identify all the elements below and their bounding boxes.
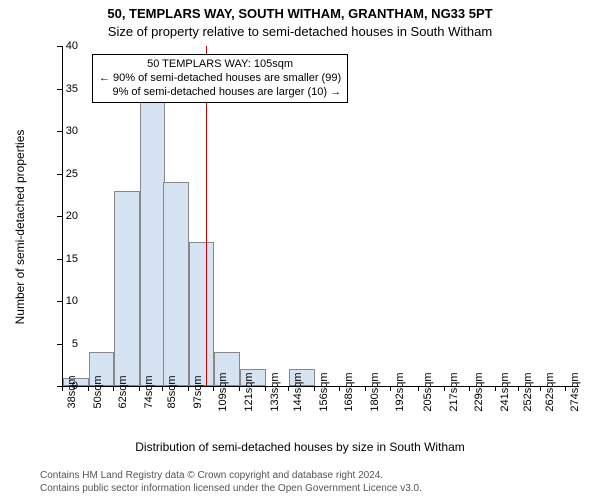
y-tick-mark [57,174,62,175]
x-tick-mark [495,386,496,391]
y-tick-mark [57,301,62,302]
x-tick-mark [469,386,470,391]
x-tick-mark [390,386,391,391]
x-tick-label: 252sqm [522,372,534,411]
attribution-line-2: Contains public sector information licen… [40,483,580,496]
y-tick-mark [57,259,62,260]
histogram-bar [114,191,140,387]
x-tick-label: 144sqm [292,372,304,411]
x-tick-label: 229sqm [473,372,485,411]
x-tick-label: 109sqm [217,372,229,411]
x-tick-mark [188,386,189,391]
y-tick-label: 15 [66,253,78,265]
x-tick-label: 97sqm [192,375,204,408]
x-tick-label: 50sqm [92,375,104,408]
y-tick-label: 35 [66,83,78,95]
x-tick-label: 217sqm [448,372,460,411]
chart-title-line1: 50, TEMPLARS WAY, SOUTH WITHAM, GRANTHAM… [0,6,600,21]
y-tick-mark [57,46,62,47]
x-tick-label: 168sqm [343,372,355,411]
x-tick-label: 62sqm [117,375,129,408]
attribution-line-1: Contains HM Land Registry data © Crown c… [40,470,580,483]
x-tick-mark [314,386,315,391]
x-tick-mark [518,386,519,391]
x-tick-mark [139,386,140,391]
x-tick-label: 262sqm [544,372,556,411]
chart-title-line2: Size of property relative to semi-detach… [0,24,600,39]
x-tick-mark [339,386,340,391]
x-tick-label: 38sqm [66,375,78,408]
y-tick-mark [57,131,62,132]
x-tick-mark [265,386,266,391]
x-tick-mark [444,386,445,391]
y-tick-label: 40 [66,40,78,52]
annotation-line-3: 9% of semi-detached houses are larger (1… [99,86,341,100]
x-axis-label: Distribution of semi-detached houses by … [0,440,600,454]
x-tick-label: 121sqm [243,372,255,411]
x-tick-mark [239,386,240,391]
y-axis-label: Number of semi-detached properties [13,87,27,367]
x-tick-label: 192sqm [394,372,406,411]
attribution: Contains HM Land Registry data © Crown c… [40,470,580,495]
x-tick-mark [88,386,89,391]
histogram-bar [163,182,189,386]
y-tick-mark [57,89,62,90]
x-tick-label: 241sqm [499,372,511,411]
annotation-box: 50 TEMPLARS WAY: 105sqm ← 90% of semi-de… [92,54,348,103]
x-tick-mark [365,386,366,391]
x-tick-label: 180sqm [369,372,381,411]
x-tick-mark [162,386,163,391]
y-tick-mark [57,344,62,345]
annotation-line-2: ← 90% of semi-detached houses are smalle… [99,72,341,86]
x-tick-mark [113,386,114,391]
x-tick-label: 205sqm [422,372,434,411]
x-tick-mark [288,386,289,391]
x-tick-mark [565,386,566,391]
x-tick-mark [62,386,63,391]
histogram-bar [140,97,166,386]
x-tick-label: 74sqm [143,375,155,408]
x-tick-label: 85sqm [166,375,178,408]
x-tick-label: 133sqm [269,372,281,411]
y-tick-label: 5 [72,338,78,350]
chart-container: 50, TEMPLARS WAY, SOUTH WITHAM, GRANTHAM… [0,0,600,500]
histogram-bar [189,242,215,387]
y-tick-label: 25 [66,168,78,180]
x-tick-mark [213,386,214,391]
x-tick-mark [540,386,541,391]
y-tick-label: 20 [66,210,78,222]
x-tick-label: 156sqm [318,372,330,411]
annotation-line-1: 50 TEMPLARS WAY: 105sqm [99,58,341,72]
y-tick-label: 10 [66,295,78,307]
y-tick-mark [57,216,62,217]
x-tick-mark [418,386,419,391]
x-tick-label: 274sqm [569,372,581,411]
y-tick-label: 30 [66,125,78,137]
